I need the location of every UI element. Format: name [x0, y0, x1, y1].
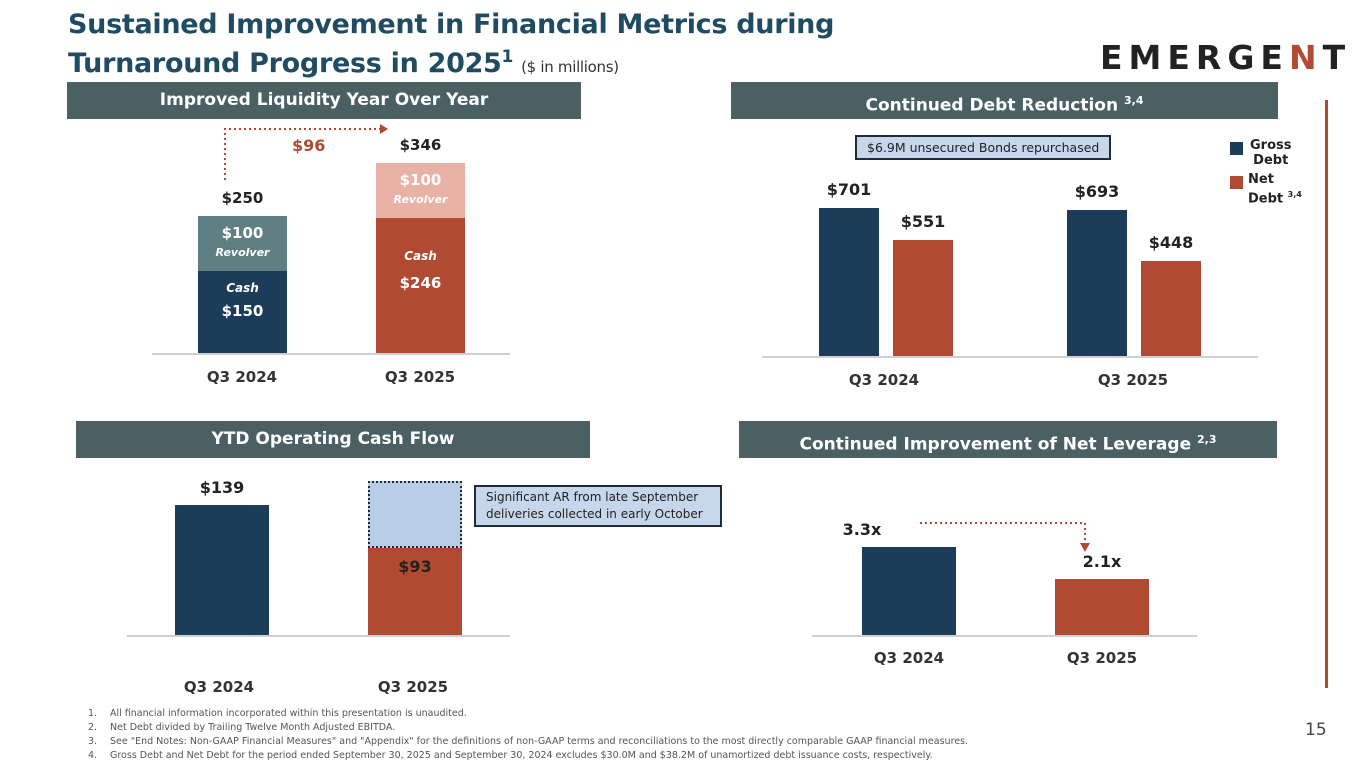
leverage-bar: [1055, 578, 1149, 635]
net-debt-bar: [893, 239, 953, 356]
delta-arrow-icon: [224, 124, 388, 180]
axis-line: [127, 635, 510, 637]
cash-bar: [198, 270, 287, 353]
net-debt-bar: [1141, 261, 1201, 356]
gross-debt-label: $701: [826, 180, 872, 200]
legend-sup: 3,4: [1287, 190, 1302, 199]
debt-header-sup: 3,4: [1124, 94, 1144, 107]
legend-label: Debt: [1248, 191, 1284, 207]
liquidity-header: Improved Liquidity Year Over Year: [67, 82, 581, 119]
gross-debt-bar: [819, 208, 879, 356]
title-footnote-ref: 1: [501, 47, 514, 67]
revolver-bar: [376, 163, 465, 219]
axis-line: [812, 635, 1197, 637]
footnote: 4. Gross Debt and Net Debt for the period…: [88, 750, 933, 761]
category-label: Q3 2025: [1066, 649, 1138, 667]
cashflow-header-text: YTD Operating Cash Flow: [211, 429, 455, 449]
revolver-name: Revolver: [393, 193, 448, 207]
category-label: Q3 2024: [206, 368, 278, 386]
revolver-value: $100: [221, 224, 264, 242]
gross-debt-bar: [1067, 209, 1127, 356]
revolver-bar: [198, 216, 287, 271]
unit-note: ($ in millions): [521, 58, 619, 76]
leverage-header-sup: 2,3: [1197, 433, 1217, 446]
emergent-logo: EMERGENT: [1100, 38, 1352, 77]
cash-bar: [376, 218, 465, 353]
legend-swatch: [1230, 142, 1243, 155]
category-label: Q3 2025: [1097, 371, 1169, 389]
bonds-note: $6.9M unsecured Bonds repurchased: [855, 135, 1112, 160]
legend: Gross Debt Net Debt 3,4: [1230, 138, 1310, 206]
legend-net-debt: Net Debt 3,4: [1230, 172, 1310, 206]
accent-line: [1325, 100, 1328, 688]
revolver-name: Revolver: [215, 246, 270, 259]
cash-flow-bar: [175, 505, 269, 635]
total-label: $346: [399, 136, 442, 155]
title-line-1: Sustained Improvement in Financial Metri…: [68, 9, 835, 40]
legend-label: Net: [1248, 172, 1274, 187]
leverage-label: 2.1x: [1082, 551, 1122, 571]
liquidity-delta: $96: [292, 136, 326, 155]
debt-header-text: Continued Debt Reduction: [865, 95, 1119, 116]
leverage-header: Continued Improvement of Net Leverage 2,…: [739, 421, 1277, 458]
cash-name: Cash: [404, 249, 437, 264]
ar-collection-box: [368, 481, 462, 548]
leverage-label: 3.3x: [842, 519, 882, 539]
legend-label: Debt: [1253, 153, 1289, 168]
total-label: $250: [221, 189, 264, 207]
cash-flow-label: $93: [398, 557, 432, 577]
category-label: Q3 2024: [848, 371, 920, 389]
ar-note: Significant AR from late September deliv…: [474, 485, 722, 527]
net-debt-label: $551: [900, 211, 946, 231]
footnote: 2. Net Debt divided by Trailing Twelve Mo…: [88, 722, 396, 733]
leverage-bar: [862, 546, 956, 635]
title-line-2: Turnaround Progress in 2025: [68, 48, 502, 79]
footnote: 1. All financial information incorporated…: [88, 708, 467, 719]
category-label: Q3 2025: [384, 368, 456, 386]
revolver-value: $100: [399, 171, 442, 190]
footnote: 3. See "End Notes: Non-GAAP Financial Mea…: [88, 736, 969, 747]
page-number: 15: [1305, 720, 1327, 740]
page-title: Sustained Improvement in Financial Metri…: [68, 8, 834, 84]
axis-line: [152, 353, 510, 355]
debt-header: Continued Debt Reduction 3,4: [731, 82, 1278, 119]
cash-name: Cash: [226, 280, 259, 295]
cash-value: $246: [399, 274, 442, 293]
leverage-header-text: Continued Improvement of Net Leverage: [799, 434, 1192, 455]
cash-value: $150: [221, 301, 264, 320]
footnotes: 1. All financial information incorporated…: [88, 707, 968, 763]
legend-gross-debt: Gross Debt: [1230, 138, 1310, 172]
axis-line: [762, 356, 1258, 358]
legend-swatch: [1230, 176, 1243, 189]
liquidity-header-text: Improved Liquidity Year Over Year: [159, 90, 489, 110]
gross-debt-label: $693: [1074, 181, 1120, 201]
legend-label: Gross: [1250, 138, 1292, 153]
cash-flow-label: $139: [199, 478, 245, 498]
leverage-arrow-icon: [920, 522, 1090, 552]
category-label: Q3 2024: [183, 678, 255, 696]
category-label: Q3 2024: [873, 649, 945, 667]
category-label: Q3 2025: [377, 678, 449, 696]
cash-flow-bar: [368, 548, 462, 635]
net-debt-label: $448: [1148, 233, 1194, 253]
cashflow-header: YTD Operating Cash Flow: [76, 421, 590, 458]
